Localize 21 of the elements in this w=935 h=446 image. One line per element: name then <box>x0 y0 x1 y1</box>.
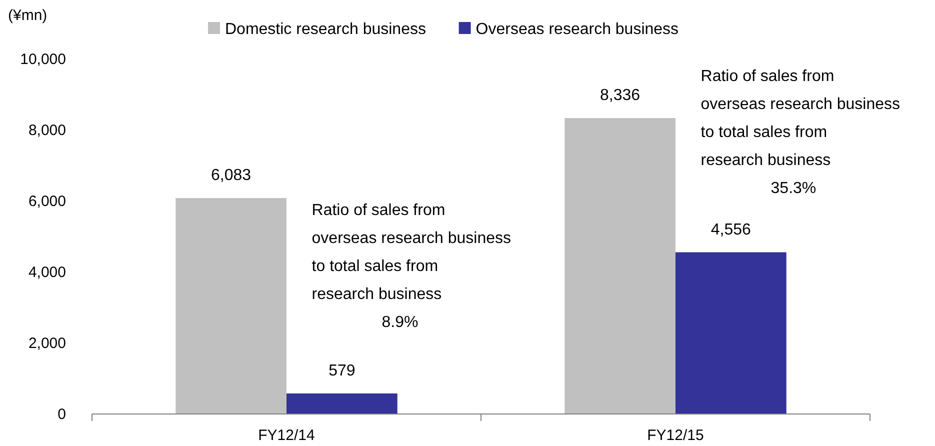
legend-label: Domestic research business <box>225 21 426 38</box>
data-label: 6,083 <box>211 167 252 184</box>
bar <box>286 393 398 414</box>
bar <box>176 198 286 414</box>
y-tick-label: 10,000 <box>20 51 66 68</box>
y-tick-label: 8,000 <box>28 122 66 139</box>
annotation: Ratio of sales from overseas research business to total sales from research business 35.3% <box>700 68 900 197</box>
y-tick-label: 0 <box>58 406 66 423</box>
data-label: 8,336 <box>600 87 640 104</box>
bar <box>564 118 676 414</box>
data-label: 4,556 <box>710 221 752 238</box>
x-tick-label: FY12/14 <box>258 427 315 444</box>
data-label: 579 <box>328 362 356 380</box>
y-tick-label: 6,000 <box>28 193 66 210</box>
y-axis-title: (¥mn) <box>8 7 48 24</box>
y-tick-label: 2,000 <box>28 335 66 352</box>
legend-label: Overseas research business <box>476 21 679 38</box>
annotation: Ratio of sales from overseas research business to total sales from research business 8.9% <box>312 202 512 331</box>
bar <box>676 252 786 414</box>
y-tick-label: 4,000 <box>28 264 66 281</box>
x-tick-label: FY12/15 <box>647 427 704 444</box>
